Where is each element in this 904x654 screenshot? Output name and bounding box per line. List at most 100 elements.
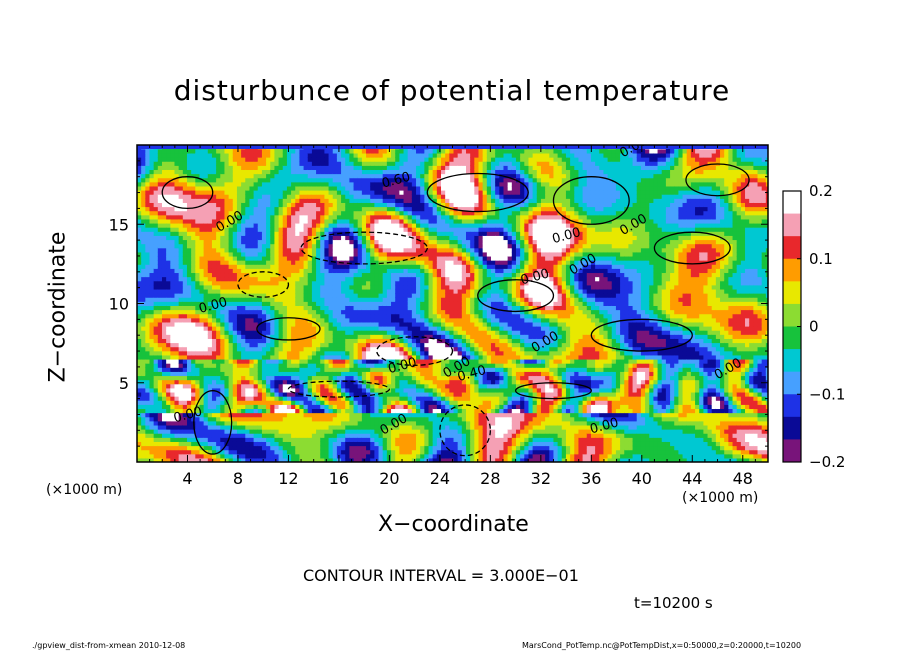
heatmap-cell (332, 317, 338, 323)
heatmap-cell (370, 412, 375, 418)
heatmap-cell (153, 177, 159, 183)
heatmap-cell (361, 222, 367, 228)
heatmap-cell (261, 243, 267, 249)
heatmap-cell (178, 424, 184, 430)
heatmap-cell (270, 342, 276, 348)
heatmap-cell (299, 404, 305, 410)
heatmap-cell (345, 222, 350, 228)
heatmap-cell (395, 416, 400, 422)
heatmap-cell (270, 371, 276, 377)
heatmap-cell (211, 408, 217, 414)
heatmap-cell (207, 260, 213, 265)
heatmap-cell (316, 247, 321, 253)
heatmap-cell (328, 297, 334, 302)
heatmap-cell (336, 288, 342, 294)
heatmap-cell (261, 453, 267, 459)
heatmap-cell (241, 326, 246, 331)
heatmap-cell (199, 326, 205, 331)
heatmap-cell (282, 301, 288, 306)
heatmap-cell (403, 190, 409, 195)
heatmap-cell (286, 309, 292, 315)
heatmap-cell (257, 280, 263, 286)
heatmap-cell (195, 305, 201, 311)
heatmap-cell (370, 255, 375, 261)
heatmap-cell (236, 342, 242, 348)
heatmap-cell (232, 309, 238, 315)
heatmap-cell (299, 412, 305, 418)
heatmap-cell (395, 354, 400, 360)
heatmap-cell (374, 157, 380, 162)
heatmap-cell (307, 404, 313, 410)
heatmap-cell (382, 202, 388, 208)
heatmap-cell (291, 441, 296, 447)
heatmap-cell (203, 210, 209, 216)
heatmap-cell (203, 437, 209, 442)
heatmap-cell (361, 429, 367, 434)
heatmap-cell (253, 383, 259, 389)
heatmap-cell (349, 202, 355, 208)
heatmap-cell (216, 255, 221, 261)
heatmap-cell (366, 338, 371, 344)
heatmap-cell (232, 276, 238, 282)
heatmap-cell (286, 293, 292, 298)
heatmap-cell (316, 222, 321, 228)
heatmap-cell (266, 354, 271, 360)
heatmap-cell (261, 181, 267, 187)
heatmap-cell (399, 260, 405, 265)
heatmap-cell (249, 301, 255, 306)
heatmap-cell (232, 161, 238, 166)
heatmap-cell (345, 161, 350, 166)
heatmap-cell (403, 379, 409, 385)
heatmap-cell (311, 243, 317, 249)
heatmap-cell (349, 173, 355, 179)
heatmap-cell (320, 400, 325, 405)
heatmap-cell (170, 416, 176, 422)
heatmap-cell (386, 350, 392, 356)
heatmap-cell (191, 177, 196, 183)
heatmap-cell (274, 313, 280, 319)
heatmap-cell (382, 255, 388, 261)
heatmap-cell (328, 231, 334, 236)
heatmap-cell (211, 420, 217, 426)
heatmap-cell (366, 169, 371, 175)
heatmap-cell (328, 449, 334, 455)
heatmap-cell (370, 243, 375, 249)
heatmap-cell (270, 416, 276, 422)
heatmap-cell (232, 317, 238, 323)
heatmap-cell (274, 235, 280, 241)
heatmap-cell (282, 293, 288, 298)
heatmap-cell (316, 400, 321, 405)
heatmap-cell (195, 218, 201, 224)
heatmap-cell (266, 420, 271, 426)
heatmap-cell (228, 194, 234, 199)
heatmap-cell (170, 400, 176, 405)
heatmap-cell (391, 363, 396, 368)
heatmap-cell (303, 190, 309, 195)
heatmap-cell (391, 342, 396, 348)
heatmap-cell (191, 210, 196, 216)
heatmap-cell (224, 161, 230, 166)
heatmap-cell (241, 334, 246, 339)
heatmap-cell (166, 152, 171, 158)
heatmap-cell (149, 391, 155, 397)
heatmap-cell (295, 231, 301, 236)
heatmap-cell (324, 326, 330, 331)
heatmap-cell (391, 227, 396, 232)
heatmap-cell (141, 177, 146, 183)
heatmap-cell (241, 161, 246, 166)
heatmap-cell (153, 284, 159, 290)
heatmap-cell (324, 272, 330, 278)
heatmap-cell (161, 354, 167, 360)
heatmap-cell (361, 272, 367, 278)
heatmap-cell (145, 396, 151, 401)
heatmap-cell (141, 412, 146, 418)
heatmap-cell (203, 309, 209, 315)
heatmap-cell (141, 260, 146, 265)
heatmap-cell (203, 190, 209, 195)
heatmap-cell (341, 284, 346, 290)
heatmap-cell (345, 214, 350, 220)
heatmap-cell (378, 433, 384, 438)
heatmap-cell (278, 326, 284, 331)
heatmap-cell (207, 165, 213, 171)
heatmap-cell (370, 363, 375, 368)
